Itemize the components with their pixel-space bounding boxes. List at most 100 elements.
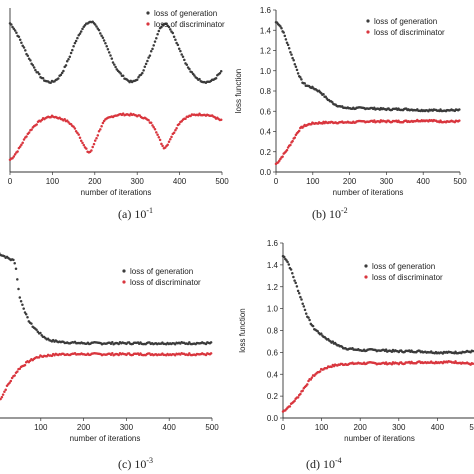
data-point	[73, 127, 77, 130]
data-point	[284, 38, 288, 41]
data-point	[109, 54, 112, 57]
data-point	[18, 38, 22, 42]
legend-entry: loss of discriminator	[154, 20, 225, 29]
data-point	[101, 121, 105, 125]
data-point	[121, 74, 125, 77]
data-point	[146, 59, 149, 63]
data-point	[72, 44, 75, 48]
data-point	[285, 41, 289, 45]
y-axis-label: loss function	[234, 69, 243, 113]
data-point	[24, 312, 28, 316]
data-point	[283, 34, 287, 38]
data-point	[102, 39, 106, 42]
data-point	[209, 341, 213, 344]
x-tick-label: 100	[46, 177, 60, 186]
data-point	[64, 64, 68, 67]
data-point	[82, 143, 86, 147]
legend: loss of generation loss of discriminator	[146, 9, 225, 29]
y-tick-label: 0.8	[260, 87, 272, 96]
data-point	[30, 128, 33, 131]
x-tick-label: 500	[205, 423, 219, 432]
data-point	[302, 305, 306, 308]
data-point	[144, 62, 148, 66]
data-point	[111, 352, 114, 355]
series-generation	[281, 254, 474, 355]
y-tick-label: 0.6	[260, 107, 272, 116]
data-point	[291, 272, 294, 275]
series-discriminator	[8, 112, 223, 161]
data-point	[81, 27, 84, 31]
x-tick-label: 300	[120, 423, 134, 432]
y-tick-label: 1.6	[260, 6, 272, 15]
data-point	[290, 53, 293, 56]
data-point	[18, 367, 22, 371]
data-point	[293, 63, 297, 66]
y-tick-label: 1.0	[260, 67, 272, 76]
data-point	[278, 159, 281, 163]
data-point	[157, 135, 161, 139]
x-axis-label: number of iterations	[70, 434, 141, 443]
data-point	[27, 57, 31, 60]
data-point	[32, 66, 36, 69]
data-point	[156, 133, 159, 136]
data-point	[176, 43, 180, 47]
y-tick-label: 0.0	[260, 168, 272, 177]
data-point	[13, 29, 17, 32]
x-tick-label: 100	[306, 177, 320, 186]
data-point	[22, 307, 25, 310]
x-tick-label: 0	[8, 177, 13, 186]
data-point	[104, 42, 107, 45]
data-point	[12, 155, 16, 158]
data-point	[22, 46, 26, 49]
data-point	[9, 379, 13, 383]
x-tick-label: 300	[380, 177, 394, 186]
data-point	[294, 281, 297, 285]
data-point	[13, 262, 16, 265]
data-point	[40, 118, 44, 122]
data-point	[111, 61, 115, 64]
data-point	[151, 47, 154, 51]
data-point	[114, 65, 117, 69]
legend-marker	[122, 280, 126, 284]
data-point	[296, 72, 300, 75]
data-point	[119, 72, 122, 75]
data-point	[181, 55, 185, 59]
data-point	[26, 54, 30, 58]
x-tick-label: 100	[315, 423, 329, 432]
data-point	[172, 35, 176, 39]
data-point	[57, 77, 60, 80]
data-point	[85, 147, 88, 150]
data-point	[78, 32, 82, 35]
data-point	[149, 50, 153, 53]
data-point	[301, 302, 304, 306]
data-point	[287, 263, 291, 266]
y-tick-label: 1.0	[267, 305, 279, 314]
data-point	[100, 125, 103, 128]
data-point	[69, 51, 73, 55]
data-point	[77, 133, 80, 136]
data-point	[117, 342, 120, 346]
data-point	[155, 37, 158, 40]
data-point	[15, 31, 18, 35]
data-point	[148, 54, 152, 57]
data-point	[27, 131, 31, 134]
data-point	[294, 65, 298, 68]
x-tick-label: 500	[215, 177, 229, 186]
data-point	[26, 315, 29, 319]
data-point	[147, 56, 150, 59]
chart-panel-b: 0 100 200 300 400 500 0.0 0.2 0.4 0.6 0.8 1.0 1.2 1.4…	[234, 6, 467, 221]
data-point	[23, 363, 27, 367]
y-tick-label: 0.0	[267, 414, 279, 423]
data-point	[1, 393, 5, 396]
data-point	[157, 29, 161, 33]
data-point	[280, 27, 283, 30]
data-point	[60, 71, 64, 75]
data-point	[59, 73, 63, 77]
data-point	[97, 130, 101, 133]
data-point	[74, 39, 78, 43]
data-point	[39, 331, 42, 335]
data-point	[147, 119, 150, 122]
data-point	[29, 59, 32, 62]
data-point	[288, 405, 292, 408]
